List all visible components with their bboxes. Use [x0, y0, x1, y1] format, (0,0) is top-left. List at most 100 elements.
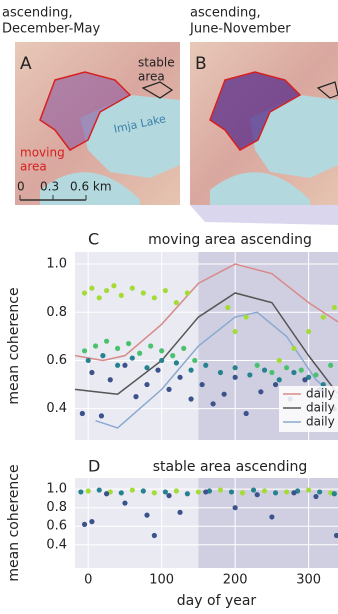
x-tick-label: 100 [149, 573, 174, 588]
point [173, 488, 179, 494]
point [173, 300, 179, 306]
point [81, 290, 88, 296]
point [291, 345, 297, 352]
map-label: moving [20, 146, 65, 160]
scale-label: 0.3 [40, 180, 59, 194]
point [313, 372, 319, 378]
legend-label: daily [306, 387, 335, 401]
point [144, 365, 150, 371]
point [96, 487, 102, 493]
point [155, 367, 161, 373]
point [306, 374, 312, 380]
y-tick-label: 1.0 [46, 257, 67, 272]
point [151, 490, 157, 496]
point [133, 394, 139, 400]
point [111, 283, 117, 289]
point [126, 340, 132, 347]
legend-label: daily [306, 401, 335, 415]
shaded-region [198, 478, 338, 568]
point [320, 381, 326, 388]
point [122, 362, 128, 368]
point [107, 377, 113, 383]
y-tick-label: 0.8 [46, 305, 67, 320]
y-axis-label: mean coherence [6, 287, 22, 404]
point [129, 285, 135, 291]
point [92, 343, 99, 349]
point [166, 386, 172, 392]
point [89, 285, 95, 291]
point [188, 367, 194, 373]
y-tick-label: 1.0 [46, 482, 67, 497]
point [173, 360, 179, 366]
point [79, 410, 85, 417]
point [261, 367, 268, 373]
point [302, 377, 308, 383]
legend-label: daily [306, 415, 335, 429]
point [228, 489, 235, 495]
map-title: December-May [2, 22, 100, 37]
point [269, 514, 275, 520]
point [261, 488, 268, 494]
point [317, 489, 323, 495]
point [177, 374, 183, 380]
panel-letter: A [20, 54, 32, 74]
point [151, 532, 157, 539]
point [81, 348, 88, 354]
point [272, 490, 279, 496]
point [320, 314, 326, 320]
point [103, 338, 110, 344]
x-tick-label: 300 [296, 573, 321, 588]
point [103, 491, 110, 497]
point [78, 489, 84, 495]
point [243, 314, 249, 320]
point [276, 357, 282, 364]
point [118, 490, 124, 496]
point [333, 532, 338, 539]
point [184, 290, 190, 296]
point [115, 345, 121, 352]
point [283, 489, 290, 495]
map-title: June-November [189, 22, 291, 37]
point [118, 292, 124, 298]
point [98, 413, 105, 419]
y-tick-label: 0.8 [46, 500, 67, 515]
point [298, 367, 304, 373]
point [184, 491, 190, 497]
point [203, 362, 209, 368]
point [250, 487, 257, 493]
y-axis-label: mean coherence [6, 464, 22, 581]
point [144, 381, 150, 388]
point [232, 505, 238, 511]
point [291, 369, 297, 376]
point [151, 295, 157, 301]
plot [75, 252, 338, 440]
map-a [15, 42, 180, 205]
panel-letter: B [195, 54, 207, 74]
point [203, 489, 209, 495]
point [217, 369, 224, 376]
point [331, 491, 337, 497]
point [195, 489, 202, 495]
y-tick-label: 0.4 [46, 537, 67, 552]
point [199, 381, 205, 388]
panel-letter: C [88, 230, 99, 249]
x-axis-label: day of year [177, 593, 257, 609]
point [122, 500, 128, 506]
point [137, 350, 143, 356]
point [247, 372, 253, 378]
point [254, 362, 260, 368]
point [162, 287, 168, 294]
point [85, 488, 91, 494]
map-title: ascending, [190, 6, 261, 21]
point [129, 487, 135, 493]
point [170, 353, 176, 359]
point [254, 492, 260, 498]
point [159, 348, 165, 354]
chart-title: stable area ascending [153, 459, 307, 475]
point [306, 328, 312, 335]
model-line [75, 263, 338, 362]
model-line [95, 311, 338, 429]
point [217, 487, 224, 493]
map-label: stable [138, 56, 175, 70]
